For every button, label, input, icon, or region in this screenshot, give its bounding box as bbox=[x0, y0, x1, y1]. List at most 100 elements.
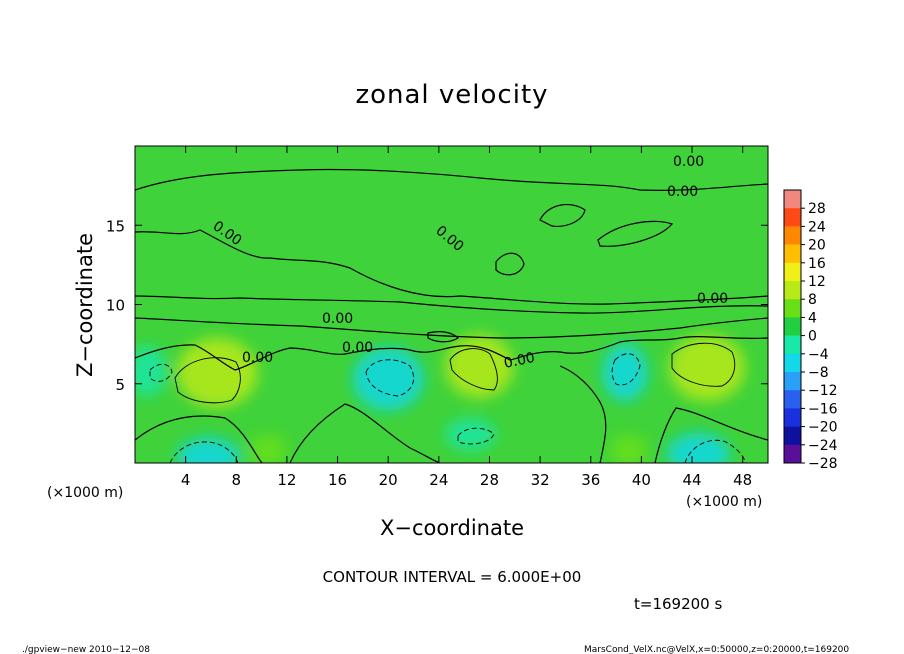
x-tick-label: 12 bbox=[277, 471, 296, 489]
x-tick-label: 4 bbox=[181, 471, 191, 489]
colorbar-tick-label: 20 bbox=[808, 238, 826, 254]
plot-area: 0.00 0.00 0.00 0.00 0.00 0.00 0.00 0.00 … bbox=[106, 145, 769, 489]
y-tick-label: 15 bbox=[106, 217, 125, 235]
colorbar-tick-label: 16 bbox=[808, 256, 826, 272]
contour-line bbox=[135, 336, 768, 371]
x-tick-label: 28 bbox=[480, 471, 499, 489]
y-ticks: 5 10 15 bbox=[106, 217, 768, 394]
contour-line bbox=[289, 403, 441, 463]
colorbar-swatch bbox=[784, 444, 801, 464]
chart-title: zonal velocity bbox=[355, 80, 548, 110]
negative-velocity-region bbox=[176, 437, 241, 463]
x-tick-label: 40 bbox=[632, 471, 651, 489]
x-tick-label: 44 bbox=[682, 471, 701, 489]
colorbar-tick-label: 12 bbox=[808, 274, 826, 290]
time-text: t=169200 s bbox=[634, 595, 722, 613]
footer-left: ./gpview−new 2010−12−08 bbox=[22, 645, 150, 654]
colorbar-swatch bbox=[784, 372, 801, 391]
x-tick-label: 8 bbox=[232, 471, 242, 489]
colorbar-tick-label: −20 bbox=[808, 420, 838, 436]
negative-velocity-region bbox=[602, 344, 648, 402]
contour-line bbox=[597, 220, 674, 247]
contour-labels: 0.00 0.00 0.00 0.00 0.00 0.00 0.00 0.00 … bbox=[210, 154, 728, 372]
colorbar-swatch bbox=[784, 408, 801, 427]
contour-line bbox=[684, 439, 747, 463]
contour-line bbox=[135, 317, 768, 339]
colorbar-swatch bbox=[784, 299, 801, 318]
colorbar-tick-label: −12 bbox=[808, 383, 838, 399]
negative-contours bbox=[149, 353, 747, 463]
colorbar-swatch bbox=[784, 426, 801, 446]
colorbar-tick-label: −28 bbox=[808, 456, 838, 472]
colorbar-swatch bbox=[784, 317, 801, 336]
x-tick-label: 16 bbox=[328, 471, 347, 489]
x-axis-title: X−coordinate bbox=[380, 516, 524, 540]
contour-line bbox=[149, 363, 173, 382]
contour-line bbox=[135, 295, 768, 314]
y-axis-title: Z−coordinate bbox=[73, 233, 97, 377]
colorbar-swatch bbox=[784, 353, 801, 373]
contour-line bbox=[654, 407, 768, 463]
colorbar-swatch bbox=[784, 281, 801, 300]
contour-interval-text: CONTOUR INTERVAL = 6.000E+00 bbox=[323, 568, 582, 586]
colorbar-swatch bbox=[784, 262, 801, 282]
negative-velocity-region bbox=[135, 345, 167, 397]
contour-line bbox=[427, 331, 459, 343]
x-tick-label: 32 bbox=[531, 471, 550, 489]
y-unit-label: (×1000 m) bbox=[47, 485, 123, 501]
colorbar-tick-label: −24 bbox=[808, 438, 838, 454]
footer-right: MarsCond_VelX.nc@VelX,x=0:50000,z=0:2000… bbox=[584, 645, 849, 654]
contour-line bbox=[169, 441, 239, 463]
colorbar: 28 24 20 16 12 8 4 0 −4 −8 −12 −16 −20 −24 −28 bbox=[783, 189, 838, 472]
colorbar-swatch bbox=[784, 390, 801, 409]
negative-velocity-region bbox=[445, 418, 496, 451]
contour-label: 0.00 bbox=[342, 340, 373, 356]
colorbar-tick-label: −8 bbox=[808, 365, 829, 381]
contour-line bbox=[174, 357, 241, 404]
colorbar-tick-label: −4 bbox=[808, 347, 829, 363]
contour-label: 0.00 bbox=[322, 311, 353, 327]
contour-line bbox=[559, 365, 607, 463]
plot-background bbox=[135, 146, 768, 463]
colorbar-swatch bbox=[784, 244, 801, 264]
contour-line bbox=[449, 348, 498, 391]
contour-line bbox=[495, 252, 525, 276]
x-tick-label: 20 bbox=[379, 471, 398, 489]
colorbar-frame bbox=[783, 189, 802, 464]
contour-line bbox=[135, 415, 263, 463]
positive-velocity-region bbox=[176, 337, 258, 408]
positive-velocity-region bbox=[609, 434, 648, 463]
contour-label: 0.00 bbox=[503, 350, 537, 372]
contour-line bbox=[539, 203, 586, 227]
colorbar-tick-label: 0 bbox=[808, 329, 817, 345]
y-tick-label: 10 bbox=[106, 297, 125, 315]
colorbar-swatch bbox=[784, 335, 801, 355]
x-unit-label: (×1000 m) bbox=[686, 494, 762, 510]
contour-line bbox=[457, 427, 495, 445]
contour-label: 0.00 bbox=[242, 350, 273, 366]
contour-line bbox=[135, 229, 768, 305]
contour-label: 0.00 bbox=[667, 184, 698, 200]
x-tick-label: 48 bbox=[733, 471, 752, 489]
colorbar-swatch bbox=[784, 190, 801, 209]
negative-velocity-region bbox=[352, 347, 424, 411]
contour-lines bbox=[135, 168, 768, 463]
contour-label: 0.00 bbox=[697, 291, 728, 307]
x-tick-label: 36 bbox=[581, 471, 600, 489]
contour-line bbox=[135, 168, 768, 191]
positive-velocity-region bbox=[669, 334, 746, 402]
positive-velocity-region bbox=[445, 334, 514, 399]
colorbar-swatch bbox=[784, 208, 801, 227]
negative-velocity-region bbox=[666, 432, 731, 463]
x-ticks: 4 8 12 16 20 24 28 32 36 40 44 48 bbox=[181, 146, 752, 489]
x-tick-label: 24 bbox=[429, 471, 448, 489]
colorbar-tick-label: 24 bbox=[808, 219, 826, 235]
positive-velocity-region bbox=[248, 434, 287, 463]
contour-label: 0.00 bbox=[673, 154, 704, 170]
contour-line bbox=[611, 353, 641, 386]
colorbar-tick-label: 28 bbox=[808, 201, 826, 217]
colorbar-tick-label: 4 bbox=[808, 310, 817, 326]
colorbar-swatch bbox=[784, 226, 801, 245]
y-tick-label: 5 bbox=[115, 376, 125, 394]
